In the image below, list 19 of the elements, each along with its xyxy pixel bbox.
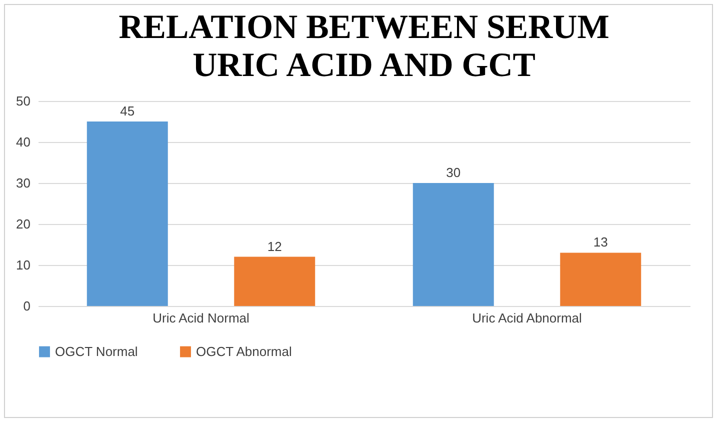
data-label: 45: [120, 104, 135, 118]
bar: [234, 256, 316, 306]
y-tick-label: 40: [16, 134, 30, 150]
bar: [560, 252, 642, 306]
y-tick-label: 20: [16, 216, 30, 232]
legend-label: OGCT Abnormal: [196, 344, 292, 359]
y-tick-label: 50: [16, 94, 30, 108]
data-label: 12: [267, 238, 282, 254]
x-tick-label: Uric Acid Normal: [152, 310, 250, 326]
y-tick-label: 0: [23, 298, 30, 314]
y-tick-label: 30: [16, 176, 30, 190]
y-tick-label: 10: [16, 258, 30, 272]
bar: [86, 122, 168, 306]
x-tick-label: Uric Acid Abnormal: [472, 310, 582, 326]
legend-label: OGCT Normal: [55, 344, 138, 359]
data-label: 30: [446, 165, 461, 180]
data-label: 13: [593, 234, 608, 250]
bar: [412, 183, 494, 306]
chart-title: RELATION BETWEEN SERUM URIC ACID AND GCT: [118, 9, 610, 84]
